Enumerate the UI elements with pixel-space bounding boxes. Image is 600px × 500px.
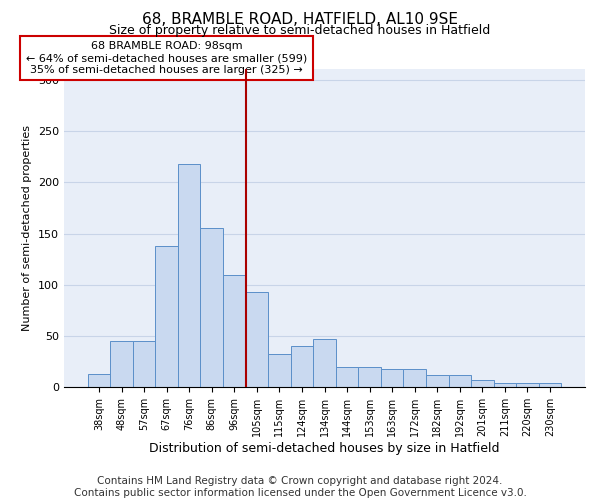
Bar — [336, 367, 358, 388]
X-axis label: Distribution of semi-detached houses by size in Hatfield: Distribution of semi-detached houses by … — [149, 442, 500, 455]
Text: 68, BRAMBLE ROAD, HATFIELD, AL10 9SE: 68, BRAMBLE ROAD, HATFIELD, AL10 9SE — [142, 12, 458, 28]
Bar — [516, 383, 539, 388]
Bar — [539, 383, 562, 388]
Bar — [494, 383, 516, 388]
Bar — [88, 374, 110, 388]
Bar — [155, 246, 178, 388]
Text: 68 BRAMBLE ROAD: 98sqm
← 64% of semi-detached houses are smaller (599)
35% of se: 68 BRAMBLE ROAD: 98sqm ← 64% of semi-det… — [26, 42, 307, 74]
Bar — [471, 380, 494, 388]
Bar — [449, 375, 471, 388]
Bar — [358, 367, 381, 388]
Bar — [313, 339, 336, 388]
Bar — [223, 274, 245, 388]
Y-axis label: Number of semi-detached properties: Number of semi-detached properties — [22, 126, 32, 332]
Bar — [403, 369, 426, 388]
Bar — [268, 354, 290, 388]
Text: Size of property relative to semi-detached houses in Hatfield: Size of property relative to semi-detach… — [109, 24, 491, 37]
Bar — [426, 375, 449, 388]
Bar — [200, 228, 223, 388]
Bar — [290, 346, 313, 388]
Bar — [381, 369, 403, 388]
Bar — [245, 292, 268, 388]
Text: Contains HM Land Registry data © Crown copyright and database right 2024.
Contai: Contains HM Land Registry data © Crown c… — [74, 476, 526, 498]
Bar — [178, 164, 200, 388]
Bar — [110, 341, 133, 388]
Bar — [133, 341, 155, 388]
